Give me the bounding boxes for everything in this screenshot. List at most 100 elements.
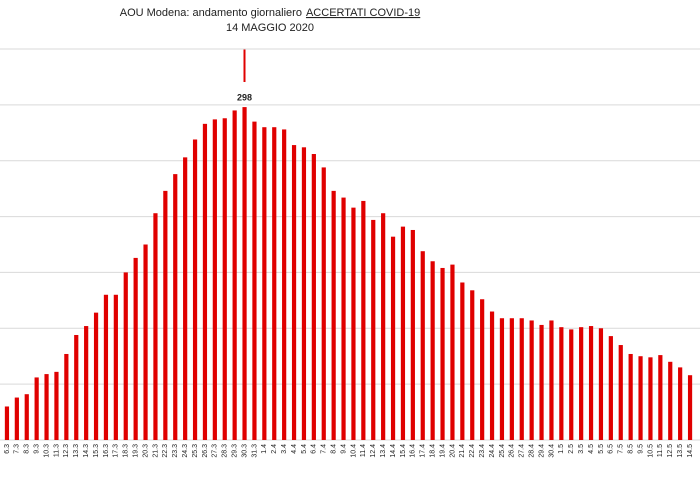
x-tick-label: 19.4 (439, 444, 446, 458)
x-tick-label: 25.3 (192, 444, 199, 458)
x-tick-label: 27.3 (212, 444, 219, 458)
x-tick-label: 13.3 (73, 444, 80, 458)
bar (143, 244, 148, 440)
x-tick-label: 17.3 (113, 444, 120, 458)
bar (93, 312, 99, 440)
bar (242, 107, 247, 440)
bar (410, 229, 415, 440)
x-tick-label: 8.3 (24, 444, 31, 454)
bar (291, 145, 297, 440)
bar (183, 157, 188, 440)
bar (569, 329, 574, 440)
x-tick-label: 6.3 (4, 444, 11, 454)
x-tick-label: 30.4 (548, 444, 555, 458)
bar (163, 190, 168, 440)
value-label: 298 (237, 92, 252, 102)
bar (133, 257, 138, 440)
bar (668, 361, 673, 440)
x-tick-label: 4.5 (588, 444, 595, 454)
bar (272, 127, 277, 440)
x-tick-label: 26.3 (202, 444, 209, 458)
x-tick-label: 18.4 (429, 444, 436, 458)
x-tick-label: 23.4 (479, 444, 486, 458)
x-tick-label: 26.4 (509, 444, 516, 458)
x-tick-label: 9.4 (340, 444, 347, 454)
bar (262, 127, 267, 440)
bar (658, 355, 663, 440)
title-highlight: ACCERTATI COVID-19 (306, 7, 420, 19)
x-tick-label: 7.3 (14, 444, 21, 454)
bar (321, 167, 326, 440)
x-tick-label: 15.4 (400, 444, 407, 458)
bar (173, 174, 178, 440)
x-tick-label: 13.5 (677, 444, 684, 458)
bar (678, 367, 683, 440)
x-tick-label: 14.4 (390, 444, 397, 458)
bar (311, 154, 316, 441)
x-tick-label: 24.3 (182, 444, 189, 458)
bar (440, 267, 445, 440)
x-tick-label: 1.5 (558, 444, 565, 454)
bar (480, 299, 485, 440)
bar (420, 251, 425, 440)
x-tick-label: 17.4 (420, 444, 427, 458)
x-tick-label: 23.3 (172, 444, 179, 458)
bar (361, 200, 366, 440)
x-tick-label: 16.4 (410, 444, 417, 458)
bar (608, 336, 613, 440)
x-tick-label: 22.3 (162, 444, 169, 458)
bar (153, 213, 158, 440)
x-tick-label: 2.4 (271, 444, 278, 454)
bar (34, 377, 39, 440)
bar (549, 320, 554, 440)
x-tick-label: 20.4 (449, 444, 456, 458)
x-tick-label: 8.4 (330, 444, 337, 454)
x-tick-label: 7.5 (618, 444, 625, 454)
bar (559, 327, 564, 440)
bar (371, 219, 376, 440)
bar (84, 326, 89, 440)
x-tick-label: 3.4 (281, 444, 288, 454)
bar (341, 197, 346, 440)
chart-subtitle: 14 MAGGIO 2020 (226, 22, 314, 34)
x-tick-label: 5.5 (598, 444, 605, 454)
title-main: AOU Modena: andamento giornaliero (120, 7, 302, 19)
bar (430, 261, 435, 440)
bar (74, 334, 79, 440)
x-tick-label: 11.4 (360, 444, 367, 457)
x-tick-label: 28.4 (528, 444, 535, 458)
x-tick-label: 12.5 (667, 444, 674, 458)
x-tick-label: 13.4 (380, 444, 387, 458)
bar (4, 406, 10, 440)
bar (351, 207, 356, 440)
x-tick-label: 14.5 (687, 444, 694, 458)
x-tick-label: 3.5 (578, 444, 585, 454)
bar (598, 328, 604, 440)
bar (539, 324, 544, 440)
bar (232, 110, 237, 440)
bar (460, 282, 465, 440)
bar (252, 121, 257, 440)
x-tick-label: 22.4 (469, 444, 476, 458)
bar (54, 371, 59, 440)
bar (103, 294, 109, 440)
x-tick-label: 19.3 (132, 444, 139, 458)
x-tick-label: 1.4 (261, 444, 268, 454)
x-tick-label: 31.3 (251, 444, 258, 458)
x-tick-label: 21.3 (152, 444, 159, 458)
bar (579, 327, 584, 440)
bar (519, 318, 524, 440)
bar (24, 394, 29, 440)
bar (381, 213, 386, 440)
bar (222, 118, 227, 441)
x-tick-label: 18.3 (123, 444, 130, 458)
x-tick-label: 10.5 (647, 444, 654, 458)
bar (14, 397, 19, 440)
x-tick-label: 12.3 (63, 444, 70, 458)
x-tick-label: 10.3 (43, 444, 50, 458)
bar (64, 353, 69, 440)
x-tick-label: 2.5 (568, 444, 575, 454)
x-tick-label: 29.4 (538, 444, 545, 458)
bar (638, 356, 643, 440)
